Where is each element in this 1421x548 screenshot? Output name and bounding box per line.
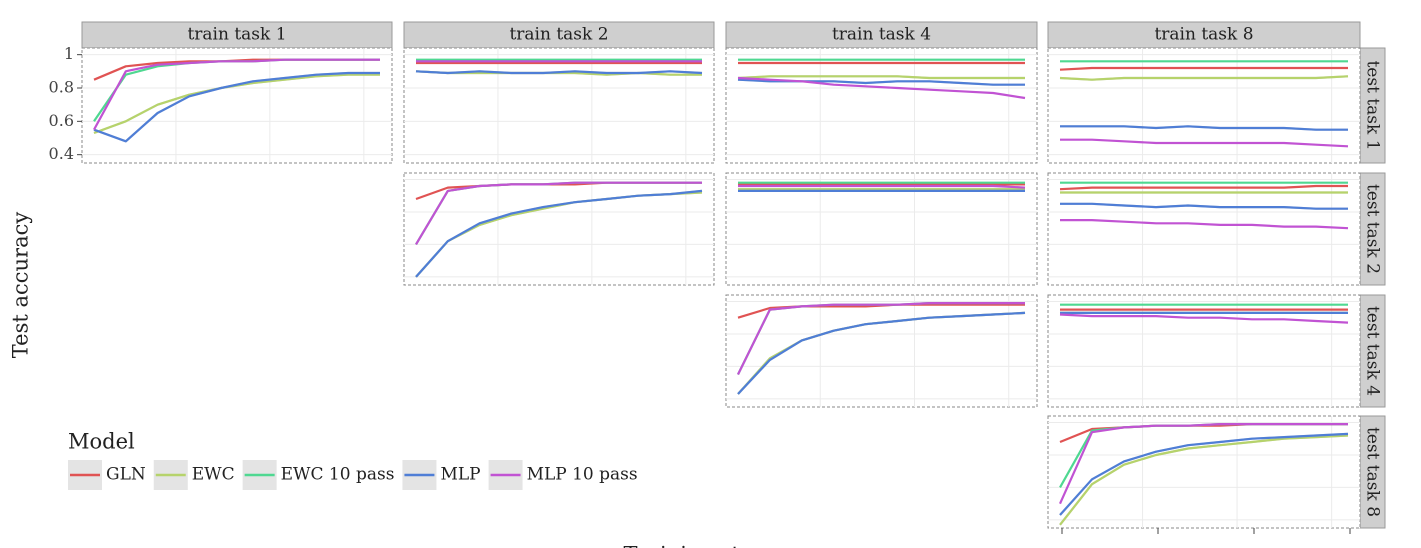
legend-label: MLP xyxy=(440,465,480,485)
panel xyxy=(1047,47,1361,164)
series-line xyxy=(1060,138,1349,148)
panel xyxy=(403,172,715,286)
series-line xyxy=(1059,184,1348,191)
panel xyxy=(725,47,1038,164)
series-line xyxy=(93,58,380,131)
column-label: train task 4 xyxy=(832,25,931,45)
column-strip xyxy=(81,21,393,49)
y-tick-label: 0.4 xyxy=(49,144,74,163)
series-line xyxy=(1059,313,1349,324)
series-line xyxy=(1059,75,1349,81)
panel xyxy=(1047,172,1361,286)
series-line xyxy=(1059,434,1349,526)
series-line xyxy=(1060,202,1348,210)
series-line xyxy=(1059,432,1349,516)
series-line xyxy=(415,189,703,278)
column-label: train task 2 xyxy=(509,25,608,45)
panel xyxy=(81,47,393,164)
series-line xyxy=(737,302,1025,375)
series-line xyxy=(737,311,1026,395)
series-line xyxy=(1060,125,1348,131)
series-line xyxy=(1058,423,1348,505)
legend-label: EWC xyxy=(192,465,235,485)
x-axis-label: Training steps xyxy=(623,543,776,548)
y-axis-label: Test accuracy xyxy=(9,212,33,359)
series-line xyxy=(738,184,1026,189)
row-strip xyxy=(1359,47,1386,164)
column-strip xyxy=(403,21,715,49)
y-tick-label: 0.6 xyxy=(49,111,74,130)
legend-label: EWC 10 pass xyxy=(281,465,395,485)
series-line xyxy=(415,181,702,245)
series-line xyxy=(1060,219,1349,230)
y-tick-label: 0.8 xyxy=(49,78,74,97)
series-line xyxy=(93,71,380,143)
row-label: test task 8 xyxy=(1363,427,1383,517)
row-label: test task 2 xyxy=(1363,184,1383,274)
panel xyxy=(1047,415,1361,529)
column-label: train task 8 xyxy=(1154,25,1253,45)
panel xyxy=(725,294,1038,408)
legend-title: Model xyxy=(68,430,135,454)
legend-label: GLN xyxy=(106,465,146,485)
column-strip xyxy=(1047,21,1361,49)
series-line xyxy=(737,76,1026,100)
y-tick-label: 1 xyxy=(64,44,74,63)
series-line xyxy=(1059,66,1348,71)
series-line xyxy=(737,75,1025,80)
panel xyxy=(403,47,715,164)
row-label: test task 4 xyxy=(1363,306,1383,396)
legend-label: MLP 10 pass xyxy=(527,465,638,485)
column-label: train task 1 xyxy=(187,25,286,45)
row-strip xyxy=(1359,294,1386,408)
series-line xyxy=(415,70,703,75)
column-strip xyxy=(725,21,1038,49)
row-label: test task 1 xyxy=(1363,60,1383,150)
